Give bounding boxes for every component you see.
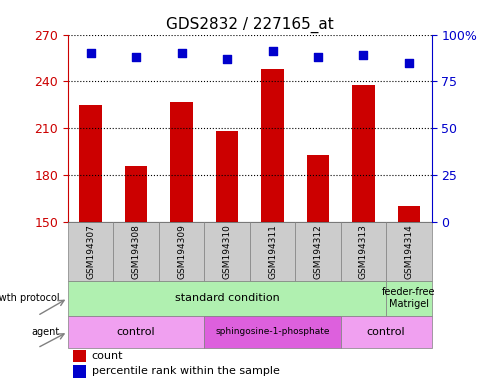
Text: percentile rank within the sample: percentile rank within the sample bbox=[91, 366, 279, 376]
Text: control: control bbox=[366, 327, 405, 337]
Bar bbox=[68, 316, 204, 348]
Text: agent: agent bbox=[31, 327, 60, 337]
Text: count: count bbox=[91, 351, 123, 361]
Bar bbox=[385, 222, 431, 281]
Text: GSM194308: GSM194308 bbox=[131, 224, 140, 279]
Point bbox=[404, 60, 412, 66]
Point bbox=[177, 50, 185, 56]
Text: GSM194310: GSM194310 bbox=[222, 224, 231, 279]
Point bbox=[223, 56, 230, 62]
Text: standard condition: standard condition bbox=[174, 293, 279, 303]
Bar bbox=[124, 166, 147, 222]
Text: GSM194312: GSM194312 bbox=[313, 224, 322, 279]
Bar bbox=[340, 316, 431, 348]
Text: growth protocol: growth protocol bbox=[0, 293, 60, 303]
Bar bbox=[340, 222, 385, 281]
Point bbox=[359, 52, 366, 58]
Bar bbox=[260, 69, 283, 222]
Point bbox=[87, 50, 94, 56]
Point bbox=[314, 54, 321, 60]
Point bbox=[132, 54, 140, 60]
Bar bbox=[306, 155, 329, 222]
Text: feeder-free
Matrigel: feeder-free Matrigel bbox=[381, 287, 435, 309]
Text: sphingosine-1-phosphate: sphingosine-1-phosphate bbox=[215, 327, 329, 336]
Bar bbox=[204, 316, 340, 348]
Bar bbox=[68, 281, 385, 316]
Bar bbox=[397, 206, 420, 222]
Bar bbox=[158, 222, 204, 281]
Bar bbox=[385, 281, 431, 316]
Point bbox=[268, 48, 276, 55]
Bar bbox=[351, 84, 374, 222]
Bar bbox=[204, 222, 249, 281]
Text: GSM194313: GSM194313 bbox=[358, 224, 367, 279]
Text: control: control bbox=[117, 327, 155, 337]
Bar bbox=[249, 222, 295, 281]
Text: GSM194307: GSM194307 bbox=[86, 224, 95, 279]
Bar bbox=[113, 222, 158, 281]
Bar bbox=[68, 222, 113, 281]
Bar bbox=[170, 102, 193, 222]
Bar bbox=[79, 105, 102, 222]
Bar bbox=[73, 365, 86, 377]
Text: GSM194309: GSM194309 bbox=[177, 224, 186, 279]
Bar bbox=[73, 350, 86, 362]
Bar bbox=[295, 222, 340, 281]
Title: GDS2832 / 227165_at: GDS2832 / 227165_at bbox=[166, 17, 333, 33]
Bar bbox=[215, 131, 238, 222]
Text: GSM194311: GSM194311 bbox=[268, 224, 276, 279]
Text: GSM194314: GSM194314 bbox=[404, 224, 412, 279]
